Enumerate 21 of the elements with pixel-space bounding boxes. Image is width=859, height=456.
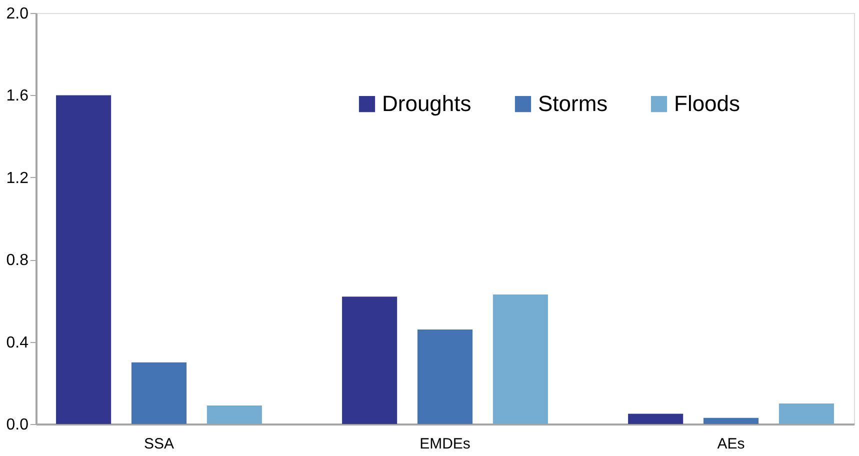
bar — [342, 296, 398, 424]
bar — [131, 362, 187, 424]
bar — [206, 406, 262, 424]
bar — [628, 414, 684, 424]
x-tick-label: SSA — [144, 436, 174, 452]
y-tick-label: 1.2 — [6, 170, 29, 187]
y-tick-label: 0.8 — [6, 252, 29, 270]
bar — [492, 294, 548, 424]
y-tick-label: 0.0 — [6, 416, 29, 434]
y-tick-label: 0.4 — [6, 334, 29, 352]
x-tick-label: AEs — [717, 436, 745, 452]
bar — [703, 418, 759, 424]
y-tick-label: 2.0 — [6, 6, 29, 22]
bar — [417, 329, 473, 424]
legend-label: Droughts — [382, 91, 472, 116]
y-tick-label: 1.6 — [6, 88, 29, 105]
x-tick-label: EMDEs — [420, 436, 470, 452]
legend-label: Storms — [538, 91, 608, 116]
bar — [56, 95, 112, 424]
legend-label: Floods — [674, 91, 740, 116]
bar — [778, 403, 834, 424]
